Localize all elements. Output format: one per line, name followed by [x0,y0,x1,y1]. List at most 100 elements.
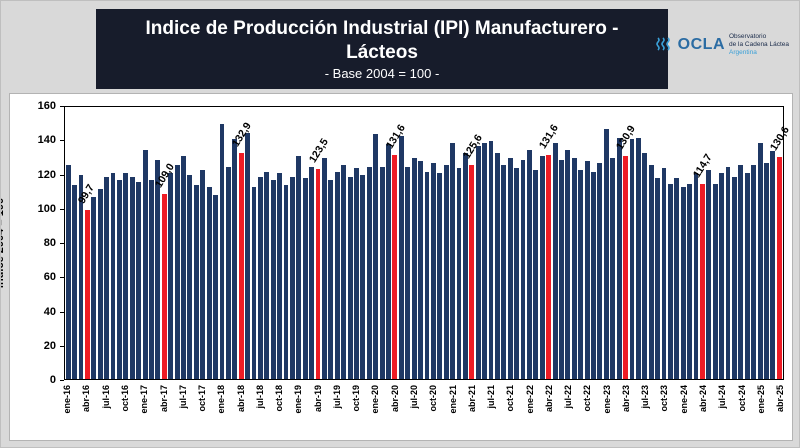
bar-jun-18 [251,107,257,379]
bar-nov-20 [437,107,443,379]
bar-abr-21: 125,6 [460,107,484,379]
bar-oct-20 [430,107,436,379]
bar-rect [181,156,186,379]
bar-feb-20 [379,107,385,379]
bar-feb-23 [610,107,616,379]
bar-nov-16 [129,107,135,379]
bar-rect [392,155,398,379]
bar-ago-20 [417,107,423,379]
logo-caption-line1: Observatorio [729,33,767,40]
bar-nov-24 [744,107,750,379]
bar-rect [552,142,558,379]
bar-feb-19 [302,107,308,379]
bar-rect [136,181,142,379]
bar-rect [341,164,347,379]
bar-rect [117,180,122,379]
bar-jun-22 [558,107,564,379]
bar-abr-25: 130,6 [768,107,792,379]
bar-rect [597,163,603,379]
x-tick-abr-25: abr-25 [775,385,786,413]
bar-rect [520,159,526,379]
bar-feb-18 [225,107,231,379]
bar-nov-17 [206,107,212,379]
bar-rect [289,176,295,379]
bar-rect [744,173,750,379]
bar-rect [507,158,513,379]
bar-dic-24 [750,107,757,379]
bar-mar-25 [770,107,776,379]
bar-rect [315,169,321,379]
bar-rect [168,173,174,379]
bar-feb-16 [71,107,78,379]
chart-title-box: Indice de Producción Industrial (IPI) Ma… [96,9,668,89]
bar-rect [437,173,443,379]
bar-rect [539,156,545,379]
bar-rect [757,142,763,379]
bar-rect [91,197,97,379]
bar-feb-25 [763,107,769,379]
y-axis: indice 2004 = 100 0 20 40 60 80 100 120 140 160 [1,100,64,386]
bar-rect [193,185,199,379]
bar-jul-24 [718,107,725,379]
y-tick-mark [60,140,64,142]
bar-dic-19 [366,107,372,379]
bar-rect [501,164,507,379]
bar-rect [655,178,660,379]
y-tick-160: 160 [37,100,56,112]
bar-dic-23 [674,107,680,379]
bar-rect [347,176,353,379]
bar-rect [482,142,488,379]
bar-dic-16 [135,107,142,379]
waves-icon [655,37,670,51]
bar-sep-18 [270,107,276,379]
bar-ene-23 [603,107,609,379]
bar-rect [84,209,90,379]
bar-rect [257,176,263,379]
bar-may-17 [168,107,174,379]
bar-rect [680,186,686,379]
bar-rect [533,169,539,379]
logo-caption-line2: de la Cadena Láctea [729,41,789,49]
bar-jun-23 [635,107,641,379]
y-tick-140: 140 [37,134,56,147]
bar-rect [155,159,161,379]
bar-jul-21 [488,107,494,379]
bar-sep-21 [501,107,507,379]
bar-rect [251,186,257,379]
bar-feb-21 [456,107,462,379]
bar-rect [571,158,577,379]
y-tick-mark [60,311,64,313]
bar-rect [149,180,154,379]
bar-jun-19 [328,107,334,379]
bar-oct-16 [123,107,129,379]
bar-rect [450,142,455,379]
bar-rect [123,173,129,379]
y-tick-60: 60 [43,271,56,284]
bar-ene-21 [449,107,455,379]
bars-container: 99,7 109,0 132,9 123,5 131,6 125,6 131,6 130,9 1… [65,107,792,379]
y-tick-mark [60,243,64,244]
bar-nov-21 [513,107,520,379]
bar-abr-23: 130,9 [614,107,638,379]
bar-rect [623,156,628,379]
bar-rect [603,129,609,379]
bar-mar-16 [78,107,84,379]
bar-may-24 [706,107,712,379]
bar-dic-22 [597,107,603,379]
bar-rect [667,183,673,379]
logo-caption-line3: Argentina [729,49,757,57]
bar-oct-17 [200,107,206,379]
bar-may-18 [244,107,250,379]
bar-rect [129,176,135,379]
y-tick-20: 20 [43,339,56,352]
bar-rect [213,195,218,379]
bar-mar-20 [385,107,391,379]
bar-rect [494,152,500,379]
bar-feb-22 [533,107,539,379]
bar-oct-24 [738,107,744,379]
bar-may-19 [321,107,327,379]
bar-dic-17 [212,107,218,379]
bar-rect [270,180,276,379]
bar-rect [776,156,782,379]
bar-rect [219,124,225,379]
